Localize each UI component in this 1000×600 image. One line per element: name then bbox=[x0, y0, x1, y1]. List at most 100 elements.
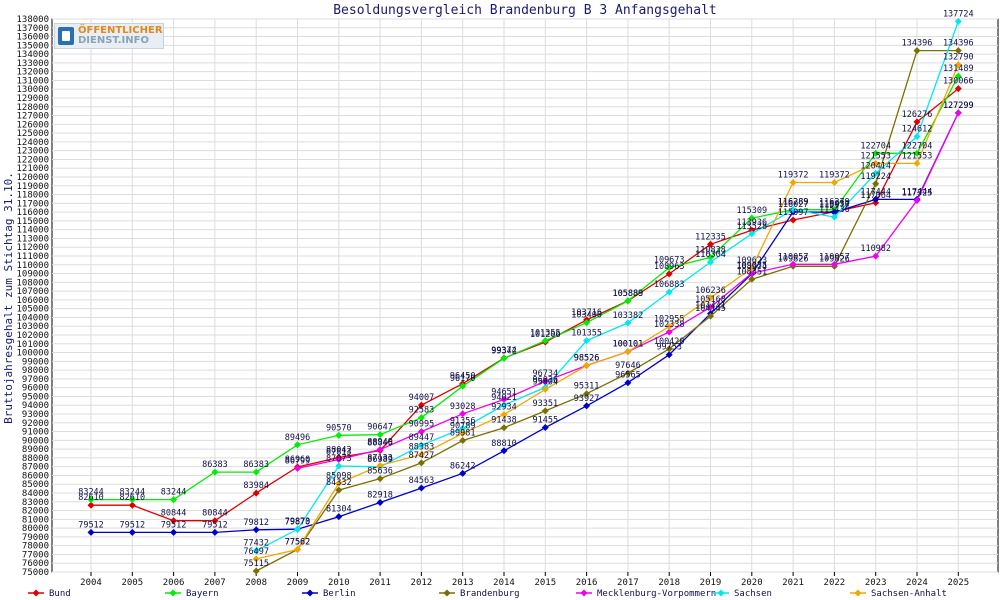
data-label: 124612 bbox=[902, 125, 933, 135]
data-point bbox=[830, 179, 838, 187]
y-tick-label: 114000 bbox=[16, 226, 49, 236]
data-label: 98526 bbox=[574, 353, 600, 363]
data-label: 87073 bbox=[326, 454, 352, 464]
data-label: 82610 bbox=[120, 493, 146, 503]
y-tick-label: 89000 bbox=[22, 445, 49, 455]
data-label: 83244 bbox=[78, 488, 104, 498]
data-point bbox=[376, 461, 384, 469]
y-tick-label: 101000 bbox=[16, 340, 49, 350]
y-tick-label: 100000 bbox=[16, 349, 49, 359]
data-point bbox=[128, 501, 136, 509]
data-point bbox=[87, 528, 95, 536]
y-tick-label: 78000 bbox=[22, 542, 49, 552]
series-line bbox=[255, 49, 959, 572]
data-point bbox=[748, 275, 756, 283]
x-tick-label: 2021 bbox=[782, 578, 804, 588]
data-label: 90995 bbox=[409, 420, 435, 430]
data-point bbox=[252, 468, 260, 476]
data-label: 132790 bbox=[943, 53, 974, 63]
data-label: 97646 bbox=[615, 361, 641, 371]
chart-title: Besoldungsvergleich Brandenburg B 3 Anfa… bbox=[333, 3, 717, 18]
data-point bbox=[541, 407, 549, 415]
data-label: 100420 bbox=[654, 337, 685, 347]
data-point bbox=[872, 252, 880, 260]
y-axis-label: Bruttojahresgehalt zum Stichtag 31.10. bbox=[2, 172, 15, 424]
data-point bbox=[624, 348, 632, 356]
y-tick-label: 128000 bbox=[16, 103, 49, 113]
y-tick-label: 130000 bbox=[16, 85, 49, 95]
data-point bbox=[748, 214, 756, 222]
data-point bbox=[913, 196, 921, 204]
data-label: 90789 bbox=[450, 421, 476, 431]
data-label: 119372 bbox=[819, 171, 850, 181]
data-label: 91455 bbox=[533, 416, 559, 426]
data-label: 88846 bbox=[367, 438, 393, 448]
legend-item-brandenburg: Brandenburg bbox=[439, 589, 520, 599]
data-label: 89981 bbox=[450, 429, 476, 439]
y-tick-label: 107000 bbox=[16, 287, 49, 297]
series-line bbox=[255, 21, 959, 552]
x-tick-label: 2018 bbox=[658, 578, 680, 588]
data-point bbox=[335, 479, 343, 487]
data-label: 100101 bbox=[613, 340, 644, 350]
data-label: 86383 bbox=[243, 460, 269, 470]
data-label: 103716 bbox=[571, 308, 602, 318]
y-tick-label: 117000 bbox=[16, 199, 49, 209]
legend-marker bbox=[306, 589, 314, 597]
y-tick-label: 75000 bbox=[22, 568, 49, 578]
data-label: 116050 bbox=[819, 200, 850, 210]
data-point bbox=[913, 118, 921, 126]
y-tick-label: 109000 bbox=[16, 270, 49, 280]
data-point bbox=[748, 269, 756, 277]
data-label: 110304 bbox=[695, 250, 726, 260]
data-point bbox=[294, 546, 301, 554]
data-point bbox=[500, 424, 508, 432]
data-label: 84332 bbox=[326, 478, 352, 488]
data-label: 137724 bbox=[943, 9, 974, 19]
data-label: 109035 bbox=[736, 261, 767, 271]
data-label: 110057 bbox=[819, 252, 850, 262]
data-point bbox=[748, 264, 756, 272]
data-label: 91438 bbox=[491, 416, 517, 426]
legend-marker bbox=[580, 589, 588, 597]
data-label: 96170 bbox=[450, 374, 476, 384]
grid-lines bbox=[51, 18, 999, 573]
y-tick-label: 103000 bbox=[16, 322, 49, 332]
data-label: 91356 bbox=[450, 416, 476, 426]
data-label: 88810 bbox=[491, 439, 517, 449]
y-tick-label: 116000 bbox=[16, 208, 49, 218]
data-label: 88383 bbox=[409, 443, 435, 453]
x-tick-label: 2016 bbox=[576, 578, 598, 588]
data-label: 109826 bbox=[819, 254, 850, 264]
data-point bbox=[789, 216, 797, 224]
data-label: 130066 bbox=[943, 77, 974, 87]
data-label: 77432 bbox=[243, 539, 269, 549]
series-bayern bbox=[87, 72, 962, 504]
data-point bbox=[500, 354, 508, 362]
y-tick-label: 84000 bbox=[22, 489, 49, 499]
data-label: 119224 bbox=[860, 172, 891, 182]
x-tick-label: 2013 bbox=[452, 578, 474, 588]
data-point bbox=[624, 319, 632, 327]
data-label: 99374 bbox=[491, 346, 517, 356]
data-point bbox=[170, 496, 178, 504]
y-tick-label: 106000 bbox=[16, 296, 49, 306]
data-point bbox=[252, 555, 260, 563]
y-tick-label: 87000 bbox=[22, 463, 49, 473]
data-label: 99753 bbox=[656, 343, 682, 353]
data-label: 103400 bbox=[571, 311, 602, 321]
data-label: 88042 bbox=[326, 446, 352, 456]
data-point bbox=[954, 47, 962, 55]
data-label: 79873 bbox=[285, 517, 311, 527]
data-point bbox=[417, 451, 425, 459]
y-tick-label: 115000 bbox=[16, 217, 49, 227]
y-tick-label: 125000 bbox=[16, 129, 49, 139]
data-point bbox=[459, 437, 467, 445]
data-label: 116027 bbox=[778, 200, 809, 210]
data-label: 122704 bbox=[860, 141, 891, 151]
data-point bbox=[707, 312, 714, 320]
data-label: 80844 bbox=[161, 509, 187, 519]
series-line bbox=[91, 112, 959, 534]
data-label: 82610 bbox=[78, 493, 104, 503]
x-axis: 2004 2005 2006 2007 2008 2009 2010 2011 2012 2013… bbox=[80, 572, 969, 588]
